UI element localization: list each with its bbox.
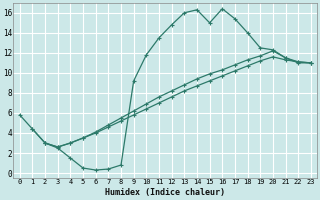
X-axis label: Humidex (Indice chaleur): Humidex (Indice chaleur)	[105, 188, 225, 197]
